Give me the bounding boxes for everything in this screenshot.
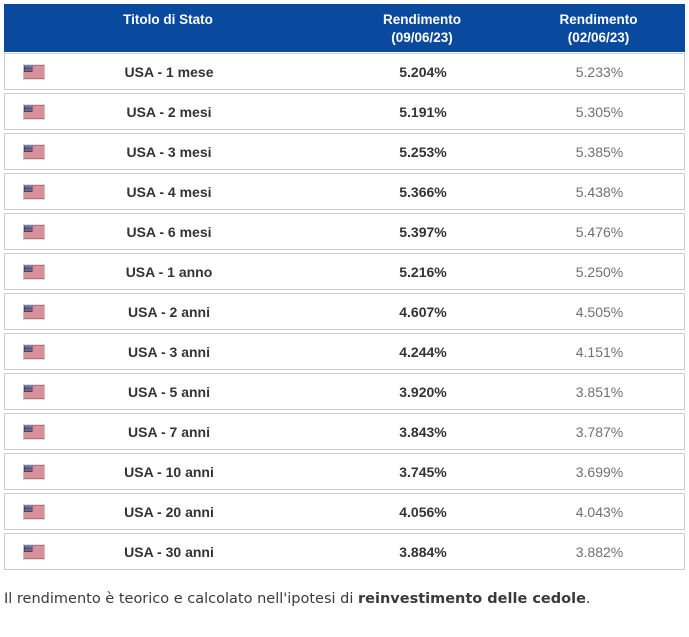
usa-flag-icon xyxy=(23,544,45,559)
table-row: USA - 3 anni 4.244% 4.151% xyxy=(4,333,685,370)
bond-label: USA - 3 mesi xyxy=(126,143,212,160)
table-row: USA - 30 anni 3.884% 3.882% xyxy=(4,533,685,570)
usa-flag-icon xyxy=(23,104,45,119)
usa-flag-icon xyxy=(23,64,45,79)
bond-label: USA - 30 anni xyxy=(124,543,214,560)
bond-label: USA - 7 anni xyxy=(128,423,210,440)
yield-current-value: 3.745% xyxy=(399,463,447,480)
footer-note-bold: reinvestimento delle cedole xyxy=(358,591,586,607)
yield-current-value: 4.607% xyxy=(399,303,447,320)
yield-previous-value: 3.851% xyxy=(575,383,624,400)
usa-flag-icon xyxy=(23,144,45,159)
footer-note: Il rendimento è teorico e calcolato nell… xyxy=(4,591,685,607)
yield-current-value: 4.244% xyxy=(399,343,447,360)
bond-label: USA - 6 mesi xyxy=(126,223,212,240)
bond-title-cell: USA - 3 anni xyxy=(5,334,333,369)
table-row: USA - 6 mesi 5.397% 5.476% xyxy=(4,213,685,250)
usa-flag-icon xyxy=(23,424,45,439)
yield-previous-value: 3.882% xyxy=(575,543,624,560)
yield-current-value: 3.884% xyxy=(399,543,447,560)
table-row: USA - 3 mesi 5.253% 5.385% xyxy=(4,133,685,170)
table-row: USA - 2 mesi 5.191% 5.305% xyxy=(4,93,685,130)
bond-label: USA - 2 mesi xyxy=(126,103,212,120)
bond-title-cell: USA - 30 anni xyxy=(5,534,333,569)
usa-flag-icon xyxy=(23,344,45,359)
table-row: USA - 20 anni 4.056% 4.043% xyxy=(4,493,685,530)
usa-flag-icon xyxy=(23,504,45,519)
bond-label: USA - 1 mese xyxy=(124,63,214,80)
yield-current-value: 5.191% xyxy=(399,103,447,120)
yield-previous-value: 5.305% xyxy=(575,103,624,120)
yield-current-value: 5.216% xyxy=(399,263,447,280)
table-row: USA - 4 mesi 5.366% 5.438% xyxy=(4,173,685,210)
table-body: USA - 1 mese 5.204% 5.233% xyxy=(4,53,685,570)
yield-current-value: 5.253% xyxy=(399,143,447,160)
bond-label: USA - 10 anni xyxy=(124,463,214,480)
header-titolo-di-stato: Titolo di Stato xyxy=(123,12,213,27)
bond-title-cell: USA - 7 anni xyxy=(5,414,333,449)
yield-current-value: 5.397% xyxy=(399,223,447,240)
usa-flag-icon xyxy=(23,264,45,279)
yield-previous-value: 4.151% xyxy=(575,343,624,360)
footer-note-suffix: . xyxy=(585,591,591,607)
usa-flag-icon xyxy=(23,384,45,399)
table-row: USA - 7 anni 3.843% 3.787% xyxy=(4,413,685,450)
usa-flag-icon xyxy=(23,464,45,479)
header-rendimento-previous: Rendimento (02/06/23) xyxy=(559,12,638,45)
footer-note-regular: Il rendimento è teorico e calcolato nell… xyxy=(4,591,358,607)
bond-title-cell: USA - 2 anni xyxy=(5,294,333,329)
header-rendimento-current: Rendimento (09/06/23) xyxy=(382,12,461,45)
yield-previous-value: 5.385% xyxy=(575,143,624,160)
bond-title-cell: USA - 2 mesi xyxy=(5,94,333,129)
bond-label: USA - 5 anni xyxy=(128,383,210,400)
bond-title-cell: USA - 10 anni xyxy=(5,454,333,489)
bond-title-cell: USA - 1 anno xyxy=(5,254,333,289)
yield-current-value: 5.204% xyxy=(399,63,447,80)
bond-title-cell: USA - 6 mesi xyxy=(5,214,333,249)
table-row: USA - 2 anni 4.607% 4.505% xyxy=(4,293,685,330)
yield-current-value: 4.056% xyxy=(399,503,447,520)
yield-previous-value: 4.505% xyxy=(575,303,624,320)
bond-title-cell: USA - 20 anni xyxy=(5,494,333,529)
usa-flag-icon xyxy=(23,304,45,319)
bond-yields-page: Titolo di Stato Rendimento (09/06/23) Re… xyxy=(4,4,685,607)
yield-previous-value: 5.233% xyxy=(575,63,624,80)
bond-title-cell: USA - 5 anni xyxy=(5,374,333,409)
yield-current-value: 3.920% xyxy=(399,383,447,400)
bond-title-cell: USA - 1 mese xyxy=(5,54,333,89)
yield-previous-value: 5.438% xyxy=(575,183,624,200)
bond-label: USA - 20 anni xyxy=(124,503,214,520)
yield-current-value: 3.843% xyxy=(399,423,447,440)
table-header: Titolo di Stato Rendimento (09/06/23) Re… xyxy=(4,4,685,52)
bond-label: USA - 2 anni xyxy=(128,303,210,320)
yield-previous-value: 5.250% xyxy=(575,263,624,280)
bond-title-cell: USA - 4 mesi xyxy=(5,174,333,209)
bond-title-cell: USA - 3 mesi xyxy=(5,134,333,169)
yield-previous-value: 3.699% xyxy=(575,463,624,480)
yield-current-value: 5.366% xyxy=(399,183,447,200)
table-row: USA - 1 anno 5.216% 5.250% xyxy=(4,253,685,290)
bond-label: USA - 4 mesi xyxy=(126,183,212,200)
usa-flag-icon xyxy=(23,224,45,239)
table-row: USA - 10 anni 3.745% 3.699% xyxy=(4,453,685,490)
bond-label: USA - 1 anno xyxy=(125,263,213,280)
bond-label: USA - 3 anni xyxy=(128,343,210,360)
table-row: USA - 1 mese 5.204% 5.233% xyxy=(4,53,685,90)
yield-previous-value: 3.787% xyxy=(575,423,624,440)
table-row: USA - 5 anni 3.920% 3.851% xyxy=(4,373,685,410)
yield-previous-value: 5.476% xyxy=(575,223,624,240)
yield-previous-value: 4.043% xyxy=(575,503,624,520)
usa-flag-icon xyxy=(23,184,45,199)
